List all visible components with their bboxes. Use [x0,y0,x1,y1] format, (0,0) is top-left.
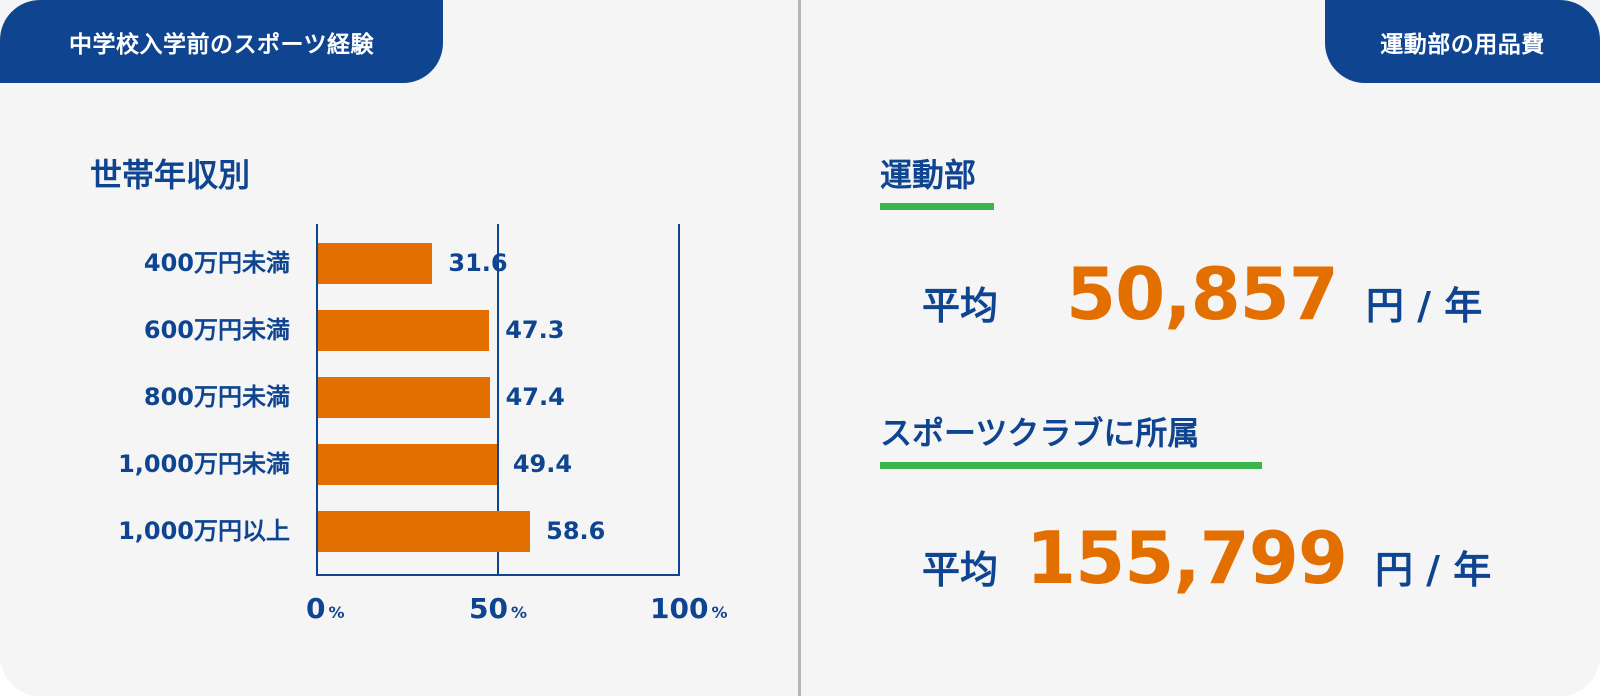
y-axis-line [316,224,318,576]
value-label: 47.3 [505,316,565,344]
value-label: 31.6 [448,249,508,277]
bar [318,511,531,552]
right-panel [800,0,1600,696]
club-title-underline [880,203,994,210]
sports-club-title-underline [880,462,1262,469]
stat-value: 155,799 [1026,516,1348,600]
tick-unit: % [510,603,527,622]
stat-prefix: 平均 [922,284,999,328]
tick-value: 50 [469,592,508,625]
chart-title: 世帯年収別 [90,156,251,194]
club-section-title: 運動部 [880,156,977,194]
stat-value: 50,857 [1066,252,1339,336]
bar [318,243,433,284]
category-label: 600万円未満 [143,316,290,344]
stat-prefix: 平均 [922,548,999,592]
bar [318,377,490,418]
tick-value: 100 [650,592,709,625]
gridline-50 [497,224,499,576]
tick-value: 0 [306,592,326,625]
x-axis-line [316,574,680,576]
bar [318,444,497,485]
category-label: 800万円未満 [143,383,290,411]
gridline-100 [678,224,680,576]
bar [318,310,490,351]
value-label: 58.6 [546,517,606,545]
x-tick-100: 100% [650,592,727,625]
panel-divider [798,0,801,696]
sports-club-section-title: スポーツクラブに所属 [880,414,1200,452]
sports-experience-tab: 中学校入学前のスポーツ経験 [0,0,443,83]
equipment-cost-tab: 運動部の用品費 [1325,0,1600,83]
club-average-stat: 平均 50,857 円 / 年 [922,252,1482,336]
tick-unit: % [328,603,345,622]
x-tick-0: 0% [306,592,345,625]
stat-unit: 円 / 年 [1365,284,1483,328]
stat-unit: 円 / 年 [1374,548,1492,592]
value-label: 47.4 [505,383,565,411]
tick-unit: % [711,603,728,622]
value-label: 49.4 [512,450,573,478]
x-tick-50: 50% [469,592,527,625]
category-label: 1,000万円以上 [118,517,290,545]
category-label: 400万円未満 [143,249,290,277]
sports-club-average-stat: 平均 155,799 円 / 年 [922,516,1491,600]
category-label: 1,000万円未満 [118,450,290,478]
income-bar-chart: 400万円未満 31.6 600万円未満 47.3 800万円未満 47.4 1… [118,224,727,625]
